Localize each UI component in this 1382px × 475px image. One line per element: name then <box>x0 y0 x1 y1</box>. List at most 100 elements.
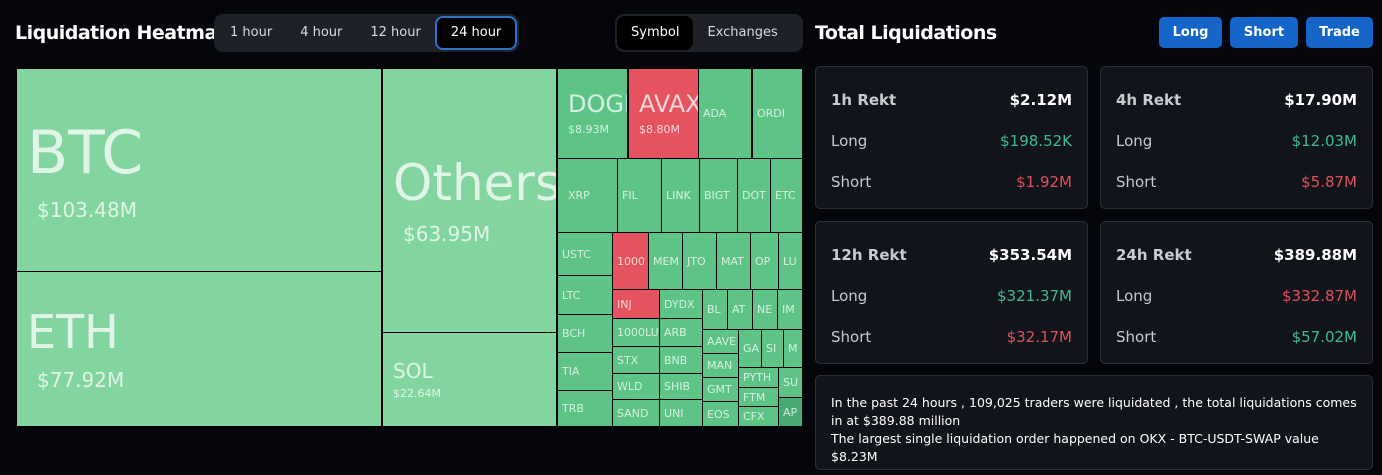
cell-symbol: MAT <box>721 254 744 268</box>
tab-24-hour[interactable]: 24 hour <box>434 16 518 50</box>
treemap-cell-ga[interactable]: GA <box>739 330 761 367</box>
treemap-cell-pyth[interactable]: PYTH <box>739 368 778 387</box>
treemap-cell-uni[interactable]: UNI <box>660 400 702 426</box>
treemap-cell-link[interactable]: LINK <box>662 159 699 232</box>
treemap-cell-mat[interactable]: MAT <box>717 233 750 289</box>
tab-symbol[interactable]: Symbol <box>617 16 694 50</box>
treemap-cell-stx[interactable]: STX <box>613 347 659 373</box>
card-long-row: Long $332.87M <box>1116 275 1357 316</box>
treemap-cell-ne[interactable]: NE <box>753 290 777 329</box>
treemap-cell-shib[interactable]: SHIB <box>660 374 702 399</box>
treemap-cell-arb[interactable]: ARB <box>660 319 702 346</box>
treemap-cell-ap[interactable]: AP <box>779 398 802 426</box>
treemap-cell-ltc[interactable]: LTC <box>558 276 612 314</box>
treemap-cell-man[interactable]: MAN <box>703 354 738 377</box>
treemap-cell-ftm[interactable]: FTM <box>739 388 778 406</box>
cell-symbol: BNB <box>664 353 688 367</box>
total-liquidations-title: Total Liquidations <box>815 22 997 44</box>
treemap-cell-1000lu[interactable]: 1000LU <box>613 319 659 346</box>
treemap-cell-inj[interactable]: INJ <box>613 290 659 318</box>
liquidation-summary: In the past 24 hours , 109,025 traders w… <box>815 375 1373 470</box>
treemap-cell-fil[interactable]: FIL <box>618 159 661 232</box>
cell-symbol: 1000LU <box>617 326 659 339</box>
treemap-cell-aave[interactable]: AAVE <box>703 330 738 353</box>
cell-symbol: TRB <box>562 402 584 415</box>
short-value: $32.17M <box>1006 327 1072 346</box>
treemap-cell-eos[interactable]: EOS <box>703 402 738 426</box>
tab-4-hour[interactable]: 4 hour <box>300 25 343 40</box>
treemap-cell-bnb[interactable]: BNB <box>660 347 702 373</box>
treemap-cell-btc[interactable]: BTC $103.48M <box>17 69 381 271</box>
treemap-cell-ordi[interactable]: ORDI <box>753 69 802 158</box>
cell-symbol: AAVE <box>707 335 737 348</box>
card-long-row: Long $12.03M <box>1116 120 1357 161</box>
treemap-cell-su[interactable]: SU <box>779 368 802 397</box>
treemap-cell-si[interactable]: SI <box>762 330 783 367</box>
short-button[interactable]: Short <box>1230 17 1298 48</box>
summary-line-2: The largest single liquidation order hap… <box>831 431 1319 464</box>
cell-symbol: STX <box>617 353 639 367</box>
treemap-cell-dydx[interactable]: DYDX <box>660 290 702 318</box>
treemap-cell-im[interactable]: IM <box>778 290 802 329</box>
rekt-card-1h: 1h Rekt $2.12M Long $198.52K Short $1.92M <box>815 66 1088 209</box>
cell-symbol: LTC <box>562 288 581 302</box>
treemap-cell-xrp[interactable]: XRP <box>558 159 617 232</box>
treemap-cell-sol[interactable]: SOL $22.64M <box>383 333 556 426</box>
short-value: $1.92M <box>1016 172 1072 191</box>
treemap-cell-etc[interactable]: ETC <box>771 159 802 232</box>
treemap-cell-tia[interactable]: TIA <box>558 353 612 390</box>
treemap-cell-m[interactable]: M <box>784 330 802 367</box>
rekt-card-24h: 24h Rekt $389.88M Long $332.87M Short $57.0… <box>1100 221 1373 364</box>
cell-symbol: ETC <box>775 189 796 202</box>
treemap-cell-wld[interactable]: WLD <box>613 374 659 399</box>
view-selector: Symbol Exchanges <box>615 14 803 52</box>
treemap-cell-gmt[interactable]: GMT <box>703 378 738 401</box>
treemap-cell-cfx[interactable]: CFX <box>739 407 778 426</box>
short-value: $5.87M <box>1301 172 1357 191</box>
summary-line-1: In the past 24 hours , 109,025 traders w… <box>831 395 1357 428</box>
cell-symbol: MEM <box>653 254 679 268</box>
cell-symbol: XRP <box>568 189 590 202</box>
treemap-cell-bch[interactable]: BCH <box>558 315 612 352</box>
cell-symbol: BTC <box>27 117 144 188</box>
short-label: Short <box>831 172 872 191</box>
cell-symbol: LU <box>783 254 797 268</box>
treemap-cell-eth[interactable]: ETH $77.92M <box>17 272 381 426</box>
long-label: Long <box>1116 131 1153 150</box>
cell-value: $8.80M <box>639 122 680 136</box>
cell-value: $63.95M <box>403 222 491 247</box>
cell-symbol: IM <box>782 303 795 316</box>
treemap-cell-dot[interactable]: DOT <box>738 159 770 232</box>
tab-exchanges[interactable]: Exchanges <box>707 25 778 40</box>
treemap-cell-bl[interactable]: BL <box>703 290 727 329</box>
treemap-cell-others[interactable]: Others $63.95M <box>383 69 556 332</box>
trade-button[interactable]: Trade <box>1306 17 1373 48</box>
card-total: $2.12M <box>1009 90 1072 109</box>
tab-12-hour[interactable]: 12 hour <box>370 25 421 40</box>
treemap-cell-1000[interactable]: 1000 <box>613 233 648 289</box>
card-total-row: 1h Rekt $2.12M <box>831 79 1072 120</box>
treemap-cell-lu[interactable]: LU <box>779 233 802 289</box>
short-label: Short <box>1116 327 1157 346</box>
treemap-cell-at[interactable]: AT <box>728 290 752 329</box>
treemap-cell-doge[interactable]: DOGE $8.93M <box>558 69 627 158</box>
treemap-cell-mem[interactable]: MEM <box>649 233 682 289</box>
tab-1-hour[interactable]: 1 hour <box>230 25 273 40</box>
cell-symbol: BL <box>707 303 721 316</box>
cell-symbol: CFX <box>743 410 765 423</box>
card-total-row: 24h Rekt $389.88M <box>1116 234 1357 275</box>
treemap-cell-ustc[interactable]: USTC <box>558 233 612 275</box>
cell-symbol: LINK <box>666 189 691 202</box>
treemap-cell-ada[interactable]: ADA <box>699 69 751 158</box>
liquidation-treemap: BTC $103.48M ETH $77.92M Others $63.95M SOL $22… <box>16 68 802 426</box>
cell-symbol: GMT <box>707 383 732 396</box>
treemap-cell-avax[interactable]: AVAX $8.80M <box>629 69 698 158</box>
long-button[interactable]: Long <box>1159 17 1222 48</box>
treemap-cell-bigt[interactable]: BIGT <box>700 159 737 232</box>
treemap-cell-trb[interactable]: TRB <box>558 391 612 426</box>
cell-symbol: BIGT <box>704 189 730 202</box>
treemap-cell-jto[interactable]: JTO <box>683 233 716 289</box>
treemap-cell-sand[interactable]: SAND <box>613 400 659 426</box>
treemap-cell-op[interactable]: OP <box>751 233 778 289</box>
card-short-row: Short $57.02M <box>1116 316 1357 357</box>
